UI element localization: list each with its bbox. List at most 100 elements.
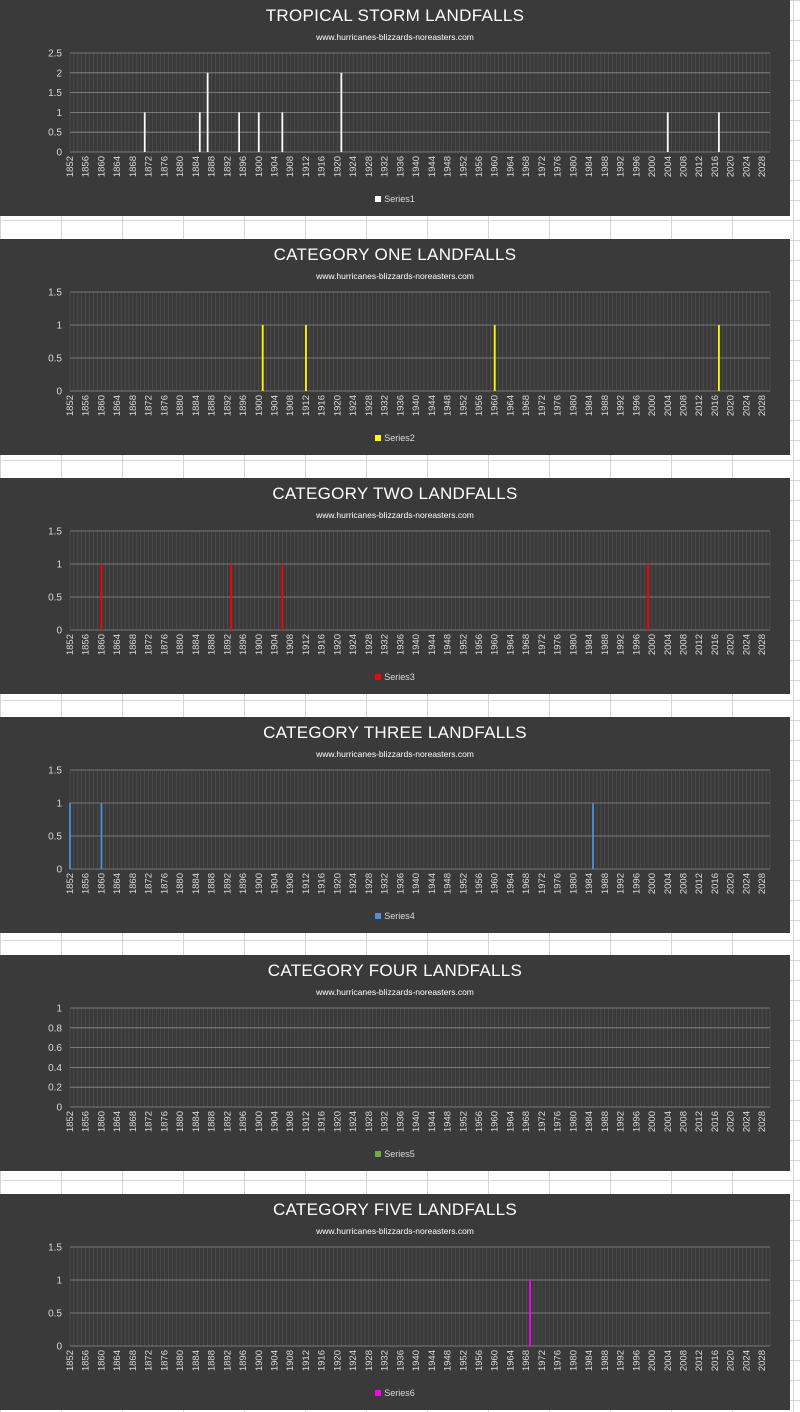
chart-tropical-storm[interactable]: 0 0.5 1 1.5 2 2.5 1852 1856 1860 1864 1868 1872 1876… xyxy=(0,0,790,216)
legend-label: Series3 xyxy=(384,672,415,682)
y-tick-label: 1.5 xyxy=(48,766,62,777)
y-tick-label: 0.5 xyxy=(48,832,62,843)
x-tick-label: 1984 xyxy=(584,1350,595,1371)
x-tick-label: 1936 xyxy=(395,1111,406,1132)
x-tick-label: 1860 xyxy=(96,1350,107,1371)
x-tick-label: 2020 xyxy=(726,395,737,416)
x-tick-label: 2020 xyxy=(726,634,737,655)
x-tick-label: 1984 xyxy=(584,1111,595,1132)
x-tick-label: 1876 xyxy=(159,1350,170,1371)
bar xyxy=(281,112,284,152)
x-tick-label: 1932 xyxy=(380,634,391,655)
chart-category-four[interactable]: 0 0.2 0.4 0.6 0.8 1 1852 1856 1860 1864 1868 1872 18… xyxy=(0,955,790,1171)
x-tick-label: 1976 xyxy=(553,1111,564,1132)
x-tick-label: 1912 xyxy=(301,1350,312,1371)
x-tick-label: 1964 xyxy=(505,1350,516,1371)
y-tick-label: 0.8 xyxy=(48,1023,62,1034)
x-tick-label: 1928 xyxy=(364,634,375,655)
x-tick-label: 1900 xyxy=(254,395,265,416)
chart-legend: Series5 xyxy=(0,1149,790,1159)
x-tick-label: 1956 xyxy=(474,1111,485,1132)
x-tick-label: 2004 xyxy=(663,1350,674,1371)
chart-category-three[interactable]: 0 0.5 1 1.5 1852 1856 1860 1864 1868 1872 1876 1880… xyxy=(0,717,790,933)
chart-subtitle: www.hurricanes-blizzards-noreasters.com xyxy=(316,271,474,281)
x-tick-label: 1988 xyxy=(600,395,611,416)
chart-category-five[interactable]: 0 0.5 1 1.5 1852 1856 1860 1864 1868 1872 1876 1880… xyxy=(0,1194,790,1410)
x-tick-label: 1916 xyxy=(317,1111,328,1132)
chart-title: CATEGORY THREE LANDFALLS xyxy=(263,723,527,742)
x-tick-label: 1928 xyxy=(364,395,375,416)
x-tick-label: 1992 xyxy=(616,1350,627,1371)
y-tick-label: 1 xyxy=(56,799,62,810)
x-tick-label: 1992 xyxy=(616,634,627,655)
chart-legend: Series3 xyxy=(0,672,790,682)
chart-title: CATEGORY FIVE LANDFALLS xyxy=(272,1200,518,1219)
x-tick-label: 2028 xyxy=(757,873,768,894)
x-tick-label: 1960 xyxy=(490,1350,501,1371)
x-tick-label: 2008 xyxy=(678,395,689,416)
x-tick-label: 2024 xyxy=(741,873,752,894)
x-tick-label: 2012 xyxy=(694,873,705,894)
x-tick-label: 1912 xyxy=(301,873,312,894)
x-tick-label: 1940 xyxy=(411,634,422,655)
x-tick-label: 1988 xyxy=(600,1350,611,1371)
x-tick-label: 1976 xyxy=(553,634,564,655)
bar xyxy=(647,564,649,630)
x-tick-label: 2000 xyxy=(647,873,658,894)
chart-category-two[interactable]: 0 0.5 1 1.5 1852 1856 1860 1864 1868 1872 1876 1880… xyxy=(0,478,790,694)
x-tick-label: 1908 xyxy=(285,156,296,177)
x-tick-label: 2024 xyxy=(741,1111,752,1132)
x-tick-label: 2000 xyxy=(647,395,658,416)
chart-legend: Series4 xyxy=(0,911,790,921)
y-tick-label: 1.5 xyxy=(48,288,62,299)
x-tick-label: 1868 xyxy=(128,156,139,177)
x-tick-label: 2000 xyxy=(647,1111,658,1132)
x-tick-label: 1892 xyxy=(222,1111,233,1132)
bar xyxy=(100,803,103,869)
bar xyxy=(717,325,720,391)
x-tick-label: 1860 xyxy=(96,634,107,655)
x-tick-label: 2028 xyxy=(757,1350,768,1371)
x-tick-label: 2004 xyxy=(663,395,674,416)
x-tick-label: 1888 xyxy=(207,634,218,655)
x-tick-label: 1908 xyxy=(285,873,296,894)
x-tick-label: 1912 xyxy=(301,634,312,655)
x-tick-label: 1852 xyxy=(65,634,76,655)
x-tick-label: 1940 xyxy=(411,156,422,177)
x-tick-label: 1884 xyxy=(191,1111,202,1132)
x-tick-label: 2000 xyxy=(647,156,658,177)
legend-label: Series1 xyxy=(384,194,415,204)
x-tick-label: 1904 xyxy=(269,634,280,655)
x-tick-label: 1868 xyxy=(128,873,139,894)
bar xyxy=(69,803,71,869)
x-tick-label: 1972 xyxy=(537,873,548,894)
y-tick-label: 0.4 xyxy=(48,1063,62,1074)
bar xyxy=(281,564,284,630)
bar xyxy=(493,325,496,391)
x-tick-label: 1924 xyxy=(348,1350,359,1371)
chart-plot-area: 0 0.2 0.4 0.6 0.8 1 1852 1856 1860 1864 1868 1872 18… xyxy=(48,1004,771,1132)
chart-category-one[interactable]: 0 0.5 1 1.5 1852 1856 1860 1864 1868 1872 1876 1880… xyxy=(0,239,790,455)
x-tick-label: 1960 xyxy=(490,395,501,416)
y-tick-label: 0.5 xyxy=(48,593,62,604)
x-tick-label: 1860 xyxy=(96,156,107,177)
x-tick-label: 1984 xyxy=(584,395,595,416)
chart-plot-area: 0 0.5 1 1.5 2 2.5 1852 1856 1860 1864 1868 1872 1876… xyxy=(48,49,771,177)
x-tick-label: 1960 xyxy=(490,156,501,177)
x-tick-label: 2012 xyxy=(694,1111,705,1132)
x-tick-label: 1984 xyxy=(584,873,595,894)
x-tick-label: 1912 xyxy=(301,395,312,416)
x-tick-label: 1996 xyxy=(631,156,642,177)
y-tick-label: 1.5 xyxy=(48,88,62,99)
x-tick-label: 1920 xyxy=(332,634,343,655)
x-tick-label: 1936 xyxy=(395,395,406,416)
bar xyxy=(666,112,669,152)
x-tick-label: 1904 xyxy=(269,156,280,177)
x-tick-label: 1948 xyxy=(443,873,454,894)
x-tick-label: 1948 xyxy=(443,634,454,655)
x-tick-label: 1876 xyxy=(159,395,170,416)
x-tick-label: 2016 xyxy=(710,1111,721,1132)
x-tick-label: 1992 xyxy=(616,395,627,416)
y-tick-label: 0 xyxy=(56,148,62,159)
x-tick-label: 1980 xyxy=(568,634,579,655)
